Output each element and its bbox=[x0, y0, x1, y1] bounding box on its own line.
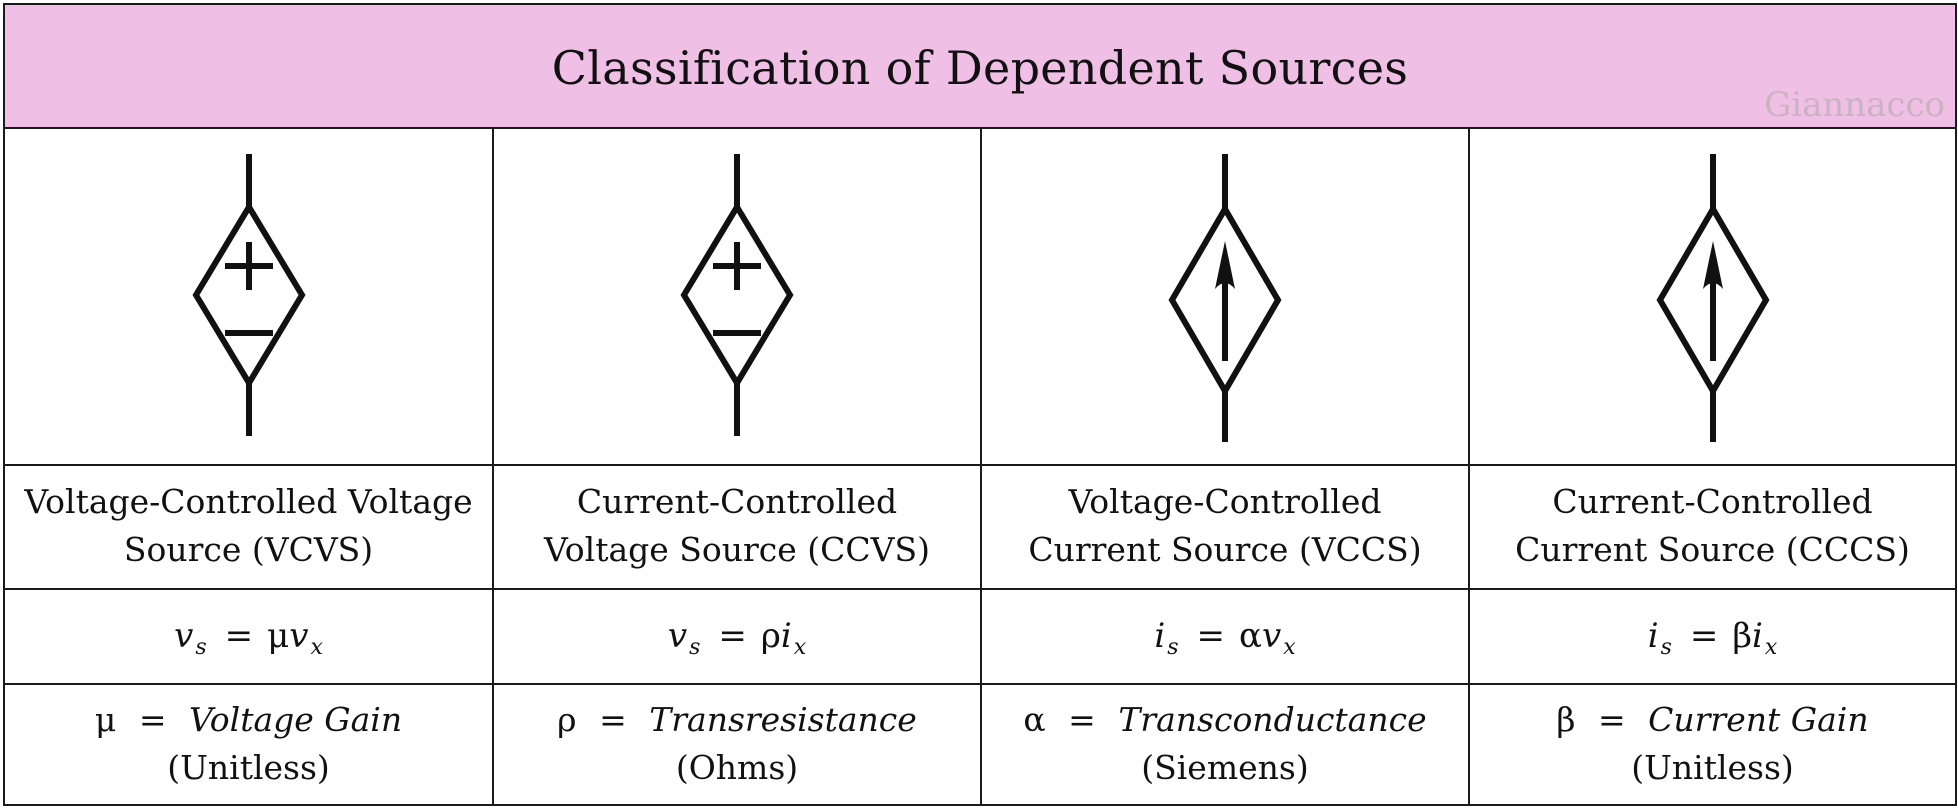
symbol-cell bbox=[5, 129, 492, 464]
title-bar: Classification of Dependent Sources Gian… bbox=[5, 5, 1955, 129]
parameter-symbol: ρ bbox=[557, 699, 577, 739]
current-source-diamond-icon bbox=[1656, 154, 1769, 442]
current-source-diamond-icon bbox=[1168, 154, 1282, 442]
column-vcvs: Voltage-Controlled Voltage Source (VCVS)… bbox=[5, 129, 492, 804]
parameter-unit: (Ohms) bbox=[675, 747, 799, 787]
equation-coefficient: μ bbox=[267, 615, 290, 656]
source-name-line1: Voltage-Controlled Voltage bbox=[24, 482, 473, 521]
equation-equals: = bbox=[718, 615, 747, 656]
equation-equals: = bbox=[1196, 615, 1226, 656]
parameter-equals: = bbox=[1068, 699, 1096, 739]
parameter-symbol: α bbox=[1023, 699, 1046, 739]
source-name-line1: Voltage-Controlled bbox=[1068, 482, 1382, 521]
watermark: Giannacco bbox=[1764, 85, 1945, 125]
equation-lhs-subscript: s bbox=[1660, 635, 1672, 660]
source-name: Current-Controlled Voltage Source (CCVS) bbox=[494, 464, 980, 588]
parameter-definition: β = Current Gain (Unitless) bbox=[1470, 683, 1955, 804]
equation-lhs-subscript: s bbox=[195, 635, 207, 660]
voltage-source-diamond-icon bbox=[680, 154, 794, 436]
equation-variable: v bbox=[289, 615, 309, 656]
parameter-name: Voltage Gain bbox=[188, 699, 403, 739]
equation-equals: = bbox=[224, 615, 254, 656]
parameter-unit: (Unitless) bbox=[1631, 747, 1794, 787]
parameter-unit: (Unitless) bbox=[167, 747, 330, 787]
parameter-name: Transconductance bbox=[1118, 699, 1427, 739]
source-name-line1: Current-Controlled bbox=[1552, 482, 1873, 521]
equation-lhs: i bbox=[1154, 615, 1166, 656]
parameter-equals: = bbox=[1597, 699, 1626, 739]
symbol-cell bbox=[1470, 129, 1955, 464]
parameter-name: Current Gain bbox=[1648, 699, 1869, 739]
equation-variable-subscript: x bbox=[1283, 635, 1296, 660]
parameter-symbol: μ bbox=[94, 699, 117, 739]
source-name: Voltage-Controlled Current Source (VCCS) bbox=[982, 464, 1468, 588]
column-divider-1 bbox=[492, 129, 494, 804]
equation-variable: i bbox=[780, 615, 792, 656]
source-name-line2: Source (VCVS) bbox=[123, 530, 374, 569]
symbol-cell bbox=[982, 129, 1468, 464]
parameter-definition: ρ = Transresistance (Ohms) bbox=[494, 683, 980, 804]
column-divider-3 bbox=[1468, 129, 1470, 804]
parameter-name: Transresistance bbox=[649, 699, 917, 739]
source-name-line2: Current Source (CCCS) bbox=[1515, 530, 1910, 569]
voltage-source-diamond-icon bbox=[191, 154, 306, 436]
source-name-line2: Voltage Source (CCVS) bbox=[544, 530, 930, 569]
symbol-cell bbox=[494, 129, 980, 464]
equation-lhs-subscript: s bbox=[689, 635, 701, 660]
equation-lhs: i bbox=[1647, 615, 1659, 656]
equation-variable-subscript: x bbox=[310, 635, 323, 660]
equation-coefficient: ρ bbox=[760, 615, 781, 656]
source-name: Current-Controlled Current Source (CCCS) bbox=[1470, 464, 1955, 588]
source-name: Voltage-Controlled Voltage Source (VCVS) bbox=[5, 464, 492, 588]
source-name-line1: Current-Controlled bbox=[576, 482, 898, 521]
page-title: Classification of Dependent Sources bbox=[551, 41, 1409, 95]
parameter-equals: = bbox=[138, 699, 167, 739]
source-name-line2: Current Source (VCCS) bbox=[1028, 530, 1422, 569]
equation-lhs: v bbox=[667, 615, 688, 656]
equation-lhs: v bbox=[174, 615, 194, 656]
equation-variable-subscript: x bbox=[1764, 635, 1778, 660]
column-vccs: Voltage-Controlled Current Source (VCCS)… bbox=[982, 129, 1468, 804]
dependent-sources-table: Classification of Dependent Sources Gian… bbox=[3, 3, 1957, 806]
parameter-unit: (Siemens) bbox=[1141, 747, 1309, 787]
parameter-symbol: β bbox=[1556, 699, 1576, 739]
equation-equals: = bbox=[1689, 615, 1719, 656]
table-body: Voltage-Controlled Voltage Source (VCVS)… bbox=[5, 129, 1955, 804]
equation-variable: v bbox=[1262, 615, 1282, 656]
equation-coefficient: β bbox=[1732, 615, 1753, 656]
equation-variable: i bbox=[1752, 615, 1763, 656]
parameter-definition: α = Transconductance (Siemens) bbox=[982, 683, 1468, 804]
column-ccvs: Current-Controlled Voltage Source (CCVS)… bbox=[494, 129, 980, 804]
parameter-equals: = bbox=[599, 699, 627, 739]
equation-variable-subscript: x bbox=[793, 635, 807, 660]
equation-lhs-subscript: s bbox=[1167, 635, 1179, 660]
column-cccs: Current-Controlled Current Source (CCCS)… bbox=[1470, 129, 1955, 804]
equation-coefficient: α bbox=[1239, 615, 1262, 656]
column-divider-2 bbox=[980, 129, 982, 804]
parameter-definition: μ = Voltage Gain (Unitless) bbox=[5, 683, 492, 804]
